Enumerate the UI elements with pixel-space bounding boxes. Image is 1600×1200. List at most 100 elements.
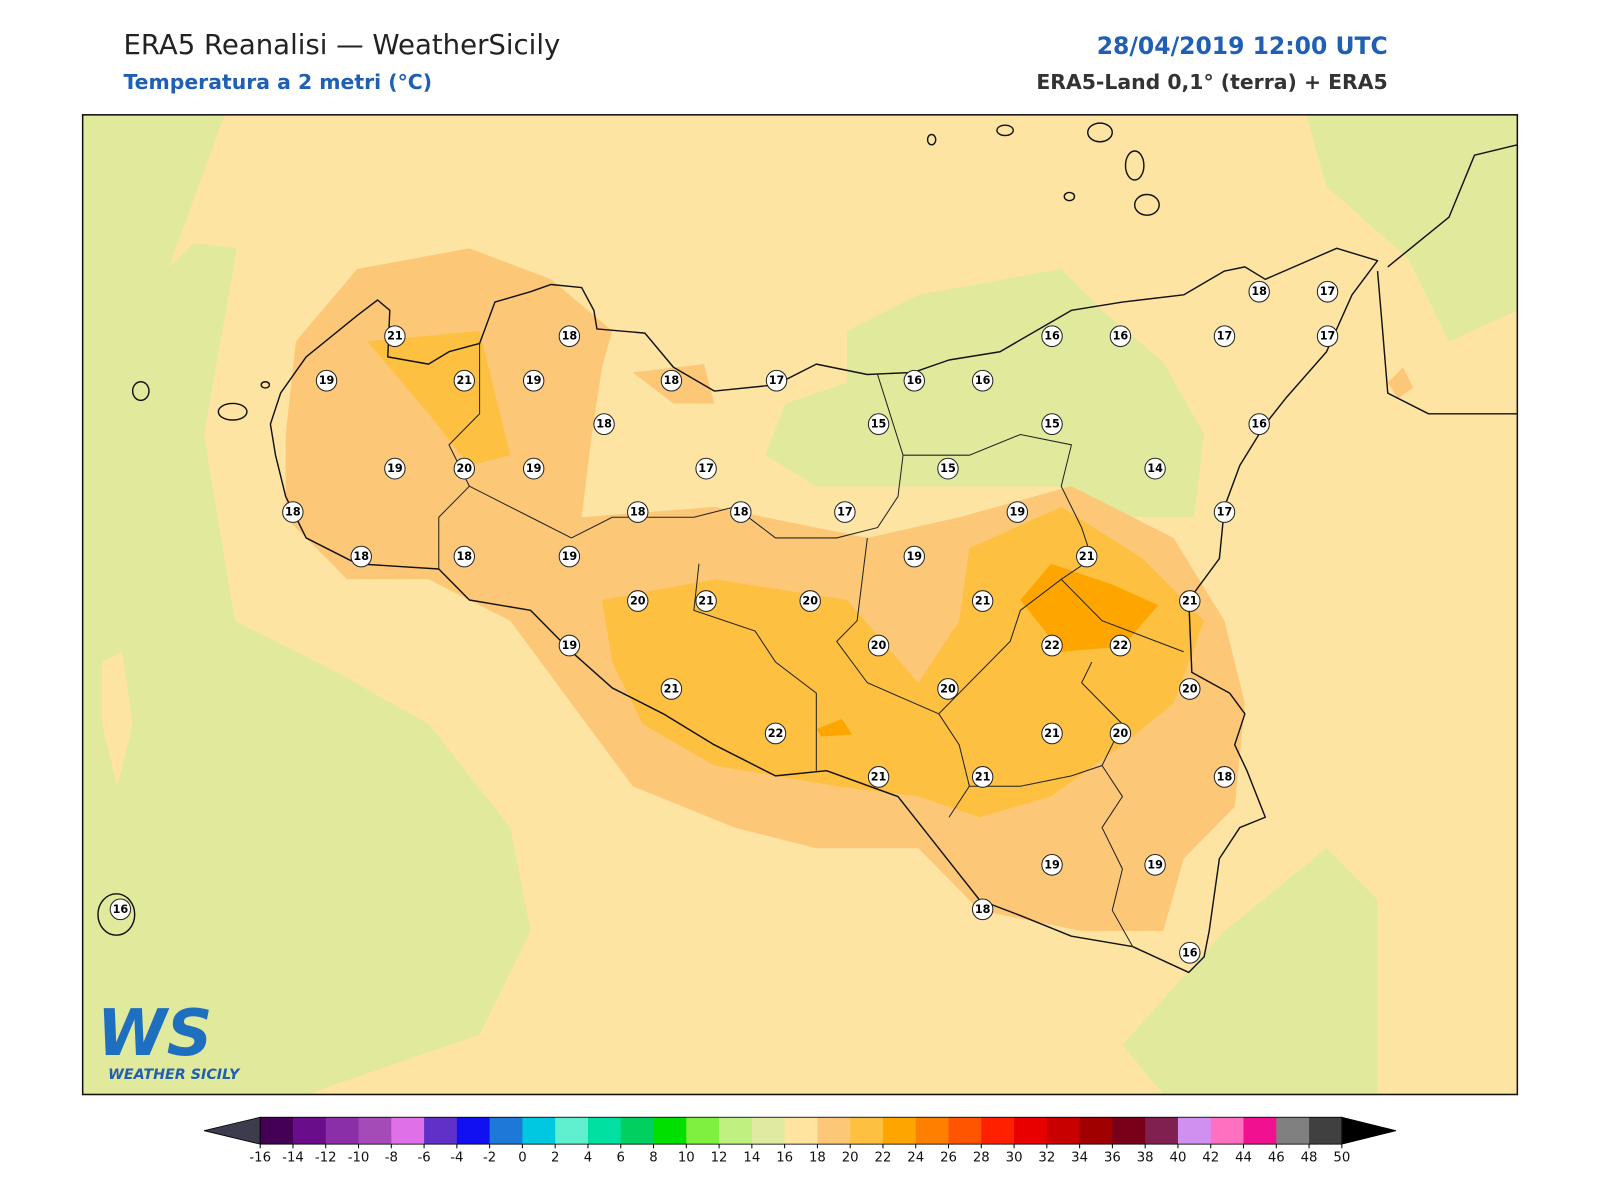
- station-value: 18: [975, 903, 991, 916]
- logo-mark: WS: [97, 997, 212, 1072]
- colorbar-tick-label: 24: [907, 1151, 924, 1166]
- colorbar-bin: [1079, 1117, 1113, 1145]
- colorbar-bin: [817, 1117, 851, 1145]
- station: 22: [764, 722, 787, 745]
- station-marker: [1179, 590, 1201, 612]
- station-value: 20: [1113, 727, 1129, 740]
- colorbar-tick-label: 8: [649, 1151, 657, 1166]
- station: 18: [627, 501, 649, 523]
- datetime: 28/04/2019 12:00 UTC: [1097, 32, 1388, 60]
- warm-area: [1387, 367, 1414, 399]
- colorbar-bin: [948, 1117, 982, 1145]
- station: 16: [971, 369, 994, 392]
- station-marker: [937, 457, 959, 480]
- station: 17: [1316, 280, 1339, 303]
- station-value: 16: [1182, 946, 1198, 959]
- station-marker: [453, 369, 475, 392]
- subtitle: Temperatura a 2 metri (°C): [123, 70, 432, 94]
- station-marker: [1316, 325, 1339, 348]
- station-value: 19: [319, 374, 335, 387]
- station-value: 22: [1113, 639, 1129, 652]
- colorbar-tick-label: -2: [483, 1151, 496, 1166]
- station-marker: [558, 634, 581, 657]
- station-value: 17: [769, 374, 785, 387]
- colorbar-bin: [1243, 1117, 1277, 1145]
- station-value: 21: [1044, 727, 1060, 740]
- colorbar-tick-label: 4: [584, 1151, 592, 1166]
- map: 21 21 19 19 18 18 17 16 16 16 16 17 17 18 17 18 15 15 16 19…: [82, 114, 1518, 1095]
- station: 21: [384, 325, 406, 348]
- colorbar-bin: [391, 1117, 425, 1145]
- station-value: 17: [1217, 506, 1233, 519]
- station-value: 19: [1044, 858, 1060, 871]
- colorbar-tick-label: 36: [1104, 1151, 1121, 1166]
- station-value: 18: [664, 374, 680, 387]
- station-marker: [903, 545, 925, 568]
- station: 15: [937, 457, 959, 480]
- station-value: 16: [113, 903, 129, 916]
- station-value: 18: [630, 506, 646, 519]
- islands: [97, 122, 1160, 936]
- colorbar-tick-label: 44: [1235, 1151, 1252, 1166]
- station-marker: [1179, 678, 1201, 700]
- map-frame: [81, 114, 1519, 1096]
- station-value: 20: [1182, 682, 1198, 695]
- colorbar: -16 -14 -12 -10 -8 -6 -4 -2 0 2 4 6 8 10 12 14 16 18 20 22 2…: [203, 1116, 1397, 1166]
- colorbar-bin: [325, 1117, 360, 1145]
- station-marker: [109, 898, 132, 921]
- station: 19: [558, 545, 581, 568]
- station: 17: [695, 457, 717, 480]
- calabria-coast: [1376, 144, 1518, 415]
- station: 19: [903, 545, 925, 568]
- cool-area: [765, 268, 1205, 518]
- colorbar-tick-label: -12: [315, 1151, 337, 1166]
- station: 18: [660, 369, 683, 392]
- colorbar-tick-label: -4: [450, 1151, 463, 1166]
- colorbar-bin: [981, 1117, 1015, 1145]
- station-value: 21: [698, 594, 714, 607]
- colorbar-tick-label: 32: [1038, 1151, 1055, 1166]
- warmest-area: [816, 563, 1159, 737]
- colorbar-tick-label: -8: [385, 1151, 398, 1166]
- sicily-coast: [269, 247, 1379, 974]
- colorbar-bin: [522, 1117, 556, 1145]
- station-marker: [1041, 722, 1063, 745]
- station-marker: [384, 457, 406, 480]
- station-marker: [558, 325, 581, 348]
- colorbar-tick-label: 16: [776, 1151, 793, 1166]
- station-value: 19: [1147, 858, 1163, 871]
- station-value: 17: [1320, 285, 1336, 298]
- station: 18: [1248, 280, 1270, 303]
- station-marker: [660, 678, 683, 700]
- station-value: 18: [353, 550, 369, 563]
- station-marker: [937, 678, 959, 700]
- station-marker: [1144, 853, 1166, 876]
- station: 21: [1041, 722, 1063, 745]
- station-marker: [1109, 634, 1132, 657]
- station: 19: [1006, 501, 1029, 523]
- colorbar-tick-label: 26: [940, 1151, 957, 1166]
- station-marker: [384, 325, 406, 348]
- station-value: 19: [562, 639, 578, 652]
- station: 18: [350, 545, 372, 568]
- colorbar-tick-label: 42: [1202, 1151, 1219, 1166]
- station: 15: [1041, 413, 1063, 436]
- station-marker: [1213, 766, 1236, 788]
- station-marker: [1109, 325, 1132, 348]
- station: 17: [1316, 325, 1339, 348]
- station: 21: [1076, 545, 1098, 568]
- station-value: 22: [1044, 639, 1060, 652]
- colorbar-tick-label: 46: [1268, 1151, 1285, 1166]
- station: 18: [1213, 766, 1236, 788]
- colorbar-tick-label: 6: [617, 1151, 625, 1166]
- colorbar-tick-label: -6: [417, 1151, 430, 1166]
- station-marker: [971, 898, 994, 921]
- station-value: 19: [526, 462, 542, 475]
- station-value: 21: [387, 330, 403, 343]
- station: 18: [453, 545, 475, 568]
- station-value: 15: [940, 462, 956, 475]
- station-marker: [1213, 325, 1236, 348]
- station: 16: [1179, 941, 1201, 964]
- colorbar-bin: [620, 1117, 655, 1145]
